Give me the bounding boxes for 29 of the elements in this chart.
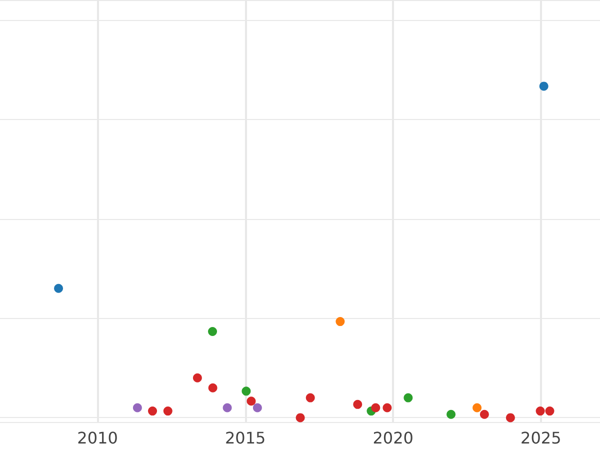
point: [222, 403, 232, 412]
point: [208, 327, 218, 336]
point: [480, 410, 489, 419]
point: [148, 406, 158, 416]
x-tick-label: 2015: [224, 428, 266, 448]
point: [296, 413, 305, 422]
point: [192, 373, 202, 382]
point: [371, 403, 380, 412]
point: [54, 284, 64, 293]
point: [246, 396, 256, 406]
point: [242, 386, 251, 396]
point: [132, 403, 142, 412]
x-tick-label: 2010: [77, 428, 118, 448]
point: [208, 383, 218, 392]
point: [472, 403, 482, 412]
point: [536, 406, 545, 416]
point: [163, 406, 172, 416]
point: [353, 400, 362, 409]
point: [506, 413, 515, 422]
x-tick-label: 2020: [372, 428, 414, 448]
point: [252, 403, 262, 412]
point: [336, 317, 345, 326]
point: [306, 393, 315, 402]
point: [446, 410, 456, 419]
point: [382, 403, 392, 412]
point: [545, 406, 554, 416]
point: [539, 82, 548, 91]
point: [404, 393, 413, 402]
x-tick-label: 2025: [520, 428, 562, 448]
